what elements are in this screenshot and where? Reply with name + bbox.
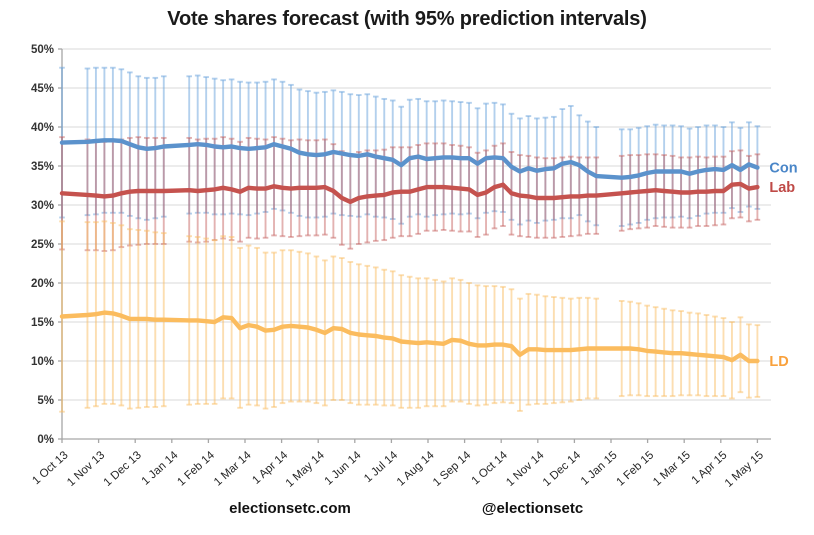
y-tick-label: 0% xyxy=(37,434,54,446)
x-tick-label: 1 Sep 14 xyxy=(431,449,474,489)
y-tick-label: 40% xyxy=(31,122,54,134)
con-series-label: Con xyxy=(769,161,797,177)
x-tick-label: 1 May 15 xyxy=(723,449,766,490)
y-tick-label: 20% xyxy=(31,278,54,290)
y-tick-label: 15% xyxy=(31,317,54,329)
x-tick-label: 1 Jan 15 xyxy=(579,449,620,487)
con-forecast-line xyxy=(59,138,760,180)
y-tick-label: 45% xyxy=(31,83,54,95)
x-tick-label: 1 Feb 15 xyxy=(615,449,657,488)
x-tick-label: 1 Oct 13 xyxy=(30,449,70,487)
chart-title: Vote shares forecast (with 95% predictio… xyxy=(167,8,647,30)
y-tick-label: 5% xyxy=(37,395,54,407)
footer-site-credit: electionsetc.com xyxy=(229,500,351,517)
x-tick-label: 1 Mar 15 xyxy=(651,449,693,488)
footer-twitter-handle: @electionsetc xyxy=(481,500,584,517)
x-tick-label: 1 Feb 14 xyxy=(175,449,217,489)
x-tick-label: 1 Dec 14 xyxy=(541,449,584,489)
ld-interval-group xyxy=(59,220,761,413)
y-tick-label: 25% xyxy=(31,239,54,251)
ld-series-label: LD xyxy=(769,354,788,370)
x-tick-label: 1 Jun 14 xyxy=(323,449,364,488)
lab-forecast-line xyxy=(59,181,760,205)
y-tick-label: 50% xyxy=(31,44,54,56)
prediction-interval-whiskers xyxy=(59,66,761,413)
y-tick-label: 30% xyxy=(31,200,54,212)
x-tick-label: 1 Aug 14 xyxy=(395,449,437,489)
x-tick-label: 1 Nov 13 xyxy=(65,449,107,489)
x-tick-label: 1 Jan 14 xyxy=(140,449,181,488)
y-tick-label: 10% xyxy=(31,356,54,368)
x-tick-label: 1 Dec 13 xyxy=(102,449,144,489)
x-tick-label: 1 Oct 14 xyxy=(470,449,511,487)
lab-series-label: Lab xyxy=(769,180,795,196)
ld-forecast-line xyxy=(59,310,760,364)
y-tick-label: 35% xyxy=(31,161,54,173)
x-tick-label: 1 Mar 14 xyxy=(212,449,254,489)
x-tick-label: 1 May 14 xyxy=(284,449,328,490)
x-tick-label: 1 Nov 14 xyxy=(504,449,547,489)
